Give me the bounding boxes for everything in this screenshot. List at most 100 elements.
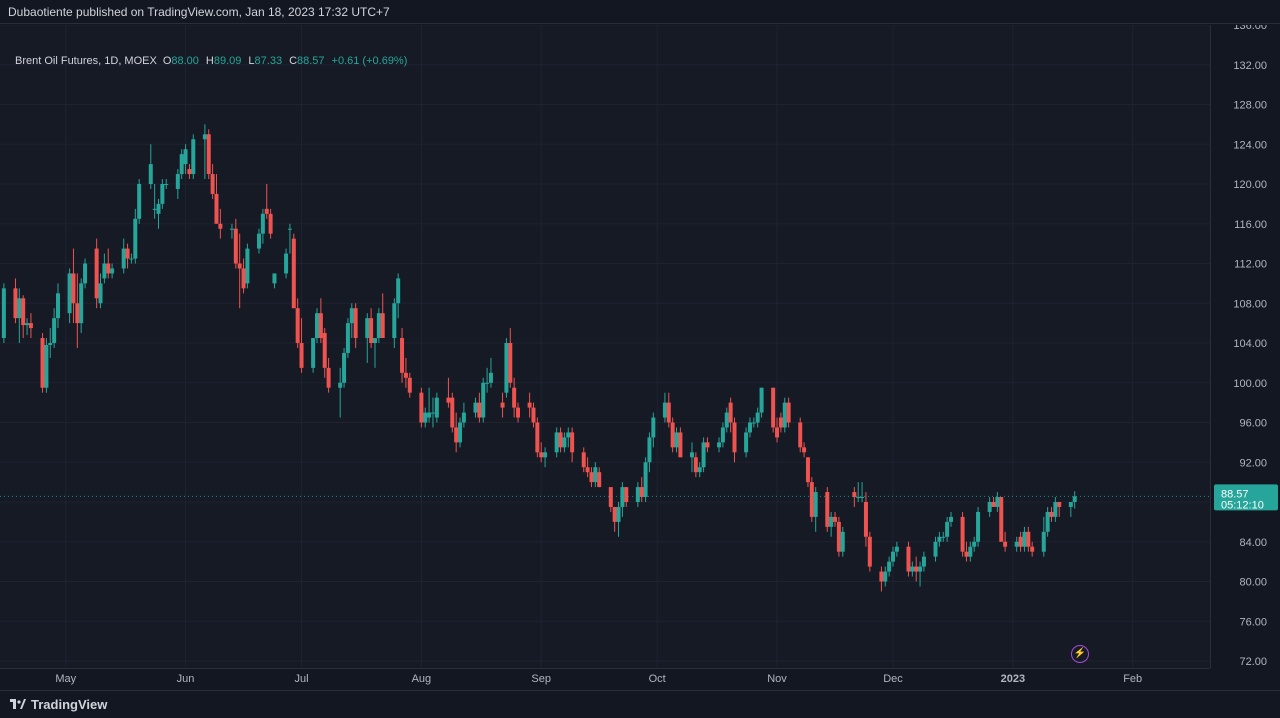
candle-body-up <box>829 516 834 527</box>
candle-body-down <box>500 402 505 408</box>
candle-body-up <box>345 323 350 353</box>
candle-body-down <box>914 566 919 572</box>
candle-body-down <box>369 318 374 343</box>
candle-body-up <box>620 487 625 507</box>
candle-body-down <box>1030 546 1035 552</box>
candle-body-down <box>233 228 238 264</box>
lightning-icon[interactable]: ⚡ <box>1071 645 1089 663</box>
candle-body-up <box>311 338 316 368</box>
candle-body-up <box>25 323 30 326</box>
candle-body-down <box>218 223 223 229</box>
time-scale-svg[interactable]: May Jun Jul Aug Sep Oct Nov Dec 2023 Feb <box>0 669 1210 691</box>
candle-body-up <box>1068 502 1073 507</box>
candle-body-up <box>987 502 992 512</box>
price-tick-label: 104.00 <box>1233 338 1267 350</box>
time-tick-label: Aug <box>412 673 432 685</box>
price-scale-svg[interactable]: 136.00 132.00 128.00 124.00 120.00 116.00 112.… <box>1211 20 1280 668</box>
candle-body-down <box>693 457 698 473</box>
last-price-value: 88.57 <box>1221 488 1249 500</box>
candle-body-up <box>427 412 432 418</box>
candle-body-up <box>995 497 1000 507</box>
candle-body-up <box>365 318 370 339</box>
candle-body-up <box>1072 496 1077 502</box>
candle-body-up <box>121 248 126 269</box>
candle-body-up <box>562 437 567 448</box>
candle-body-up <box>593 467 598 483</box>
chart-pane[interactable]: Brent Oil Futures, 1D, MOEX O 88.00 H 89… <box>0 25 1210 668</box>
candle-body-up <box>52 318 57 343</box>
candle-body-down <box>106 263 111 274</box>
candle-body-up <box>635 487 640 502</box>
price-scale[interactable]: 136.00 132.00 128.00 124.00 120.00 116.00 112.… <box>1210 20 1280 668</box>
time-tick-label: Dec <box>883 673 903 685</box>
candle-body-up <box>191 139 196 175</box>
candle-body-up <box>148 164 153 184</box>
candle-body-up <box>717 442 722 448</box>
candle-body-up <box>229 228 234 230</box>
candle-body-down <box>570 432 575 453</box>
candle-body-down <box>778 417 783 428</box>
candle-body-down <box>705 442 710 448</box>
candle-body-up <box>202 134 207 140</box>
candle-body-up <box>338 382 343 388</box>
price-tick-label: 80.00 <box>1239 577 1267 589</box>
candle-body-down <box>71 273 76 304</box>
candle-body-up <box>887 561 892 572</box>
symbol-name: Brent Oil Futures, 1D, MOEX <box>15 55 157 67</box>
candle-body-up <box>284 253 289 274</box>
candle-body-down <box>863 502 868 537</box>
candle-body-up <box>744 432 749 453</box>
candle-body-up <box>67 273 72 314</box>
low-label: L <box>248 55 255 67</box>
candle-body-up <box>543 452 548 458</box>
price-tick-label: 100.00 <box>1233 378 1267 390</box>
candle-body-down <box>771 387 776 428</box>
bar-countdown: 05:12:10 <box>1221 499 1264 511</box>
time-scale[interactable]: May Jun Jul Aug Sep Oct Nov Dec 2023 Feb <box>0 668 1210 690</box>
price-tick-label: 136.00 <box>1233 25 1267 32</box>
candle-body-down <box>1049 511 1054 517</box>
candle-body-up <box>755 412 760 423</box>
open-label: O <box>162 55 172 67</box>
tradingview-brand[interactable]: TradingView <box>10 697 107 712</box>
candle-body-down <box>322 333 327 368</box>
candle-body-up <box>160 184 165 204</box>
candle-body-down <box>1018 536 1023 547</box>
candle-body-down <box>477 402 482 418</box>
change-value: +0.61 (+0.69%) <box>331 55 408 67</box>
candle-body-up <box>504 343 509 393</box>
candle-body-up <box>747 422 752 433</box>
candle-body-down <box>318 313 323 339</box>
price-tick-label: 132.00 <box>1233 60 1267 72</box>
candle-body-down <box>678 432 683 458</box>
price-tick-label: 128.00 <box>1233 100 1267 112</box>
candle-body-up <box>921 556 926 567</box>
candle-body-down <box>210 174 215 194</box>
candle-body-down <box>666 402 671 423</box>
candle-body-up <box>430 412 435 414</box>
candle-body-up <box>175 174 180 189</box>
candle-body-down <box>268 213 273 234</box>
candle-body-down <box>786 402 791 423</box>
candle-body-down <box>1003 541 1008 547</box>
candle-body-down <box>825 492 830 527</box>
candle-body-up <box>396 278 401 304</box>
candle-body-down <box>624 487 629 502</box>
candle-body-down <box>535 422 540 453</box>
candle-body-up <box>473 402 478 413</box>
candle-body-up <box>662 402 667 418</box>
symbol-legend: Brent Oil Futures, 1D, MOEX O 88.00 H 89… <box>15 55 414 67</box>
candlestick-chart[interactable] <box>0 25 1210 668</box>
candle-body-up <box>1041 531 1046 552</box>
time-tick-label: May <box>55 673 76 685</box>
candle-body-down <box>241 268 246 289</box>
candle-body-down <box>775 427 780 438</box>
candle-body-down <box>1057 502 1062 507</box>
candle-body-down <box>403 372 408 378</box>
price-tick-label: 116.00 <box>1234 219 1267 231</box>
published-text: Dubaotiente published on TradingView.com… <box>8 5 390 19</box>
candle-body-down <box>906 546 911 572</box>
candle-body-down <box>581 452 586 468</box>
candle-body-up <box>759 387 764 413</box>
candle-body-up <box>392 303 397 339</box>
